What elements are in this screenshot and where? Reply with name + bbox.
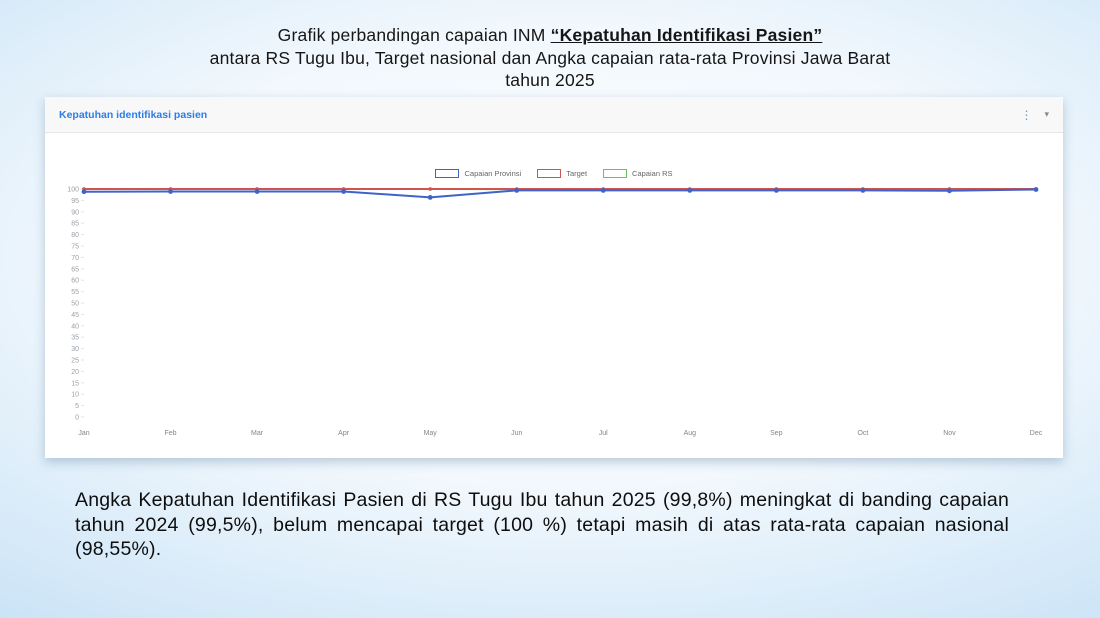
y-axis-label: 70: [71, 255, 79, 262]
y-axis-label: 40: [71, 323, 79, 330]
legend-swatch-blue-icon: [435, 169, 460, 178]
data-point-target: [428, 187, 432, 191]
data-point-capaian-provinsi: [81, 189, 87, 195]
x-axis-label: Feb: [165, 430, 177, 437]
x-axis-label: Jun: [511, 430, 522, 437]
y-axis-label: 50: [71, 301, 79, 308]
y-axis-label: 10: [71, 392, 79, 399]
title-emphasis: “Kepatuhan Identifikasi Pasien”: [550, 25, 823, 45]
x-axis-label: Sep: [770, 430, 783, 437]
y-axis-label: 20: [71, 369, 79, 376]
chart-line-capaian-provinsi: [83, 188, 1037, 199]
chart-title: Kepatuhan identifikasi pasien: [59, 108, 208, 121]
chart-legend: Capaian Provinsi Target Capaian RS: [45, 169, 1063, 178]
data-point-capaian-provinsi: [514, 188, 520, 193]
y-axis-label: 85: [71, 221, 79, 228]
chart-body: Capaian Provinsi Target Capaian RS 0 5 10 1…: [45, 133, 1063, 457]
analysis-caption: Angka Kepatuhan Identifikasi Pasien di R…: [75, 489, 1009, 560]
data-point-capaian-provinsi: [773, 188, 779, 193]
x-axis-label: Nov: [943, 430, 956, 437]
data-point-capaian-provinsi: [1033, 187, 1039, 192]
data-point-capaian-provinsi: [860, 188, 866, 193]
data-point-capaian-provinsi: [168, 189, 173, 194]
legend-item-target[interactable]: Target: [537, 169, 587, 178]
kebab-menu-icon[interactable]: ⋮: [1020, 107, 1033, 122]
y-axis-label: 100: [67, 187, 79, 194]
slide-title-line-3: tahun 2025: [505, 70, 595, 90]
chart-card-actions: ⋮ ▾: [1020, 109, 1049, 121]
data-point-capaian-provinsi: [341, 189, 347, 194]
slide-title-line-2: antara RS Tugu Ibu, Target nasional dan …: [209, 47, 891, 68]
dropdown-caret-icon[interactable]: ▾: [1044, 109, 1049, 119]
chart-card: Kepatuhan identifikasi pasien ⋮ ▾ Capaia…: [45, 97, 1063, 458]
y-axis-label: 30: [71, 346, 79, 353]
slide-title: Grafik perbandingan capaian INM “Kepatuh…: [0, 24, 1100, 92]
y-axis-label: 15: [71, 380, 79, 387]
x-axis-label: May: [424, 430, 438, 437]
data-point-capaian-provinsi: [600, 188, 606, 193]
y-axis-label: 25: [71, 358, 79, 365]
legend-swatch-red-icon: [537, 169, 562, 178]
data-point-capaian-provinsi: [687, 188, 693, 193]
y-axis-label: 90: [71, 209, 79, 216]
data-point-capaian-provinsi: [947, 188, 952, 194]
x-axis-label: Aug: [684, 430, 697, 437]
title-prefix: Grafik perbandingan capaian INM: [277, 25, 551, 45]
legend-item-capaian-provinsi[interactable]: Capaian Provinsi: [435, 169, 521, 178]
data-point-capaian-provinsi: [254, 189, 260, 194]
y-axis-label: 95: [71, 198, 79, 205]
legend-label: Capaian RS: [632, 169, 673, 178]
x-axis-label: Apr: [338, 430, 350, 437]
chart-card-header: Kepatuhan identifikasi pasien ⋮ ▾: [45, 97, 1063, 133]
data-point-capaian-provinsi: [427, 195, 433, 200]
y-axis-label: 5: [75, 403, 79, 410]
slide-title-line-1: Grafik perbandingan capaian INM “Kepatuh…: [0, 24, 1100, 47]
x-axis-label: Oct: [857, 430, 868, 437]
y-axis-label: 35: [71, 335, 79, 342]
x-axis-label: Jan: [78, 430, 89, 437]
y-axis-label: 45: [71, 312, 79, 319]
legend-label: Capaian Provinsi: [464, 169, 522, 178]
line-chart-plot: 0 5 10 15 20 25 30 35 40 45 50 55 60 65 70 75 80 85 90 95 10…: [67, 187, 1043, 438]
y-axis-label: 75: [71, 244, 79, 251]
legend-swatch-green-icon: [603, 169, 628, 178]
x-axis-label: Mar: [251, 430, 264, 437]
legend-label: Target: [566, 169, 588, 178]
legend-item-capaian-rs[interactable]: Capaian RS: [603, 169, 673, 178]
y-axis-label: 55: [71, 289, 79, 296]
y-axis-label: 60: [71, 278, 79, 285]
x-axis-label: Jul: [599, 430, 608, 437]
y-axis-label: 65: [71, 266, 79, 273]
y-axis-label: 80: [71, 232, 79, 239]
y-axis-label: 0: [75, 415, 79, 422]
x-axis-label: Dec: [1030, 430, 1043, 437]
